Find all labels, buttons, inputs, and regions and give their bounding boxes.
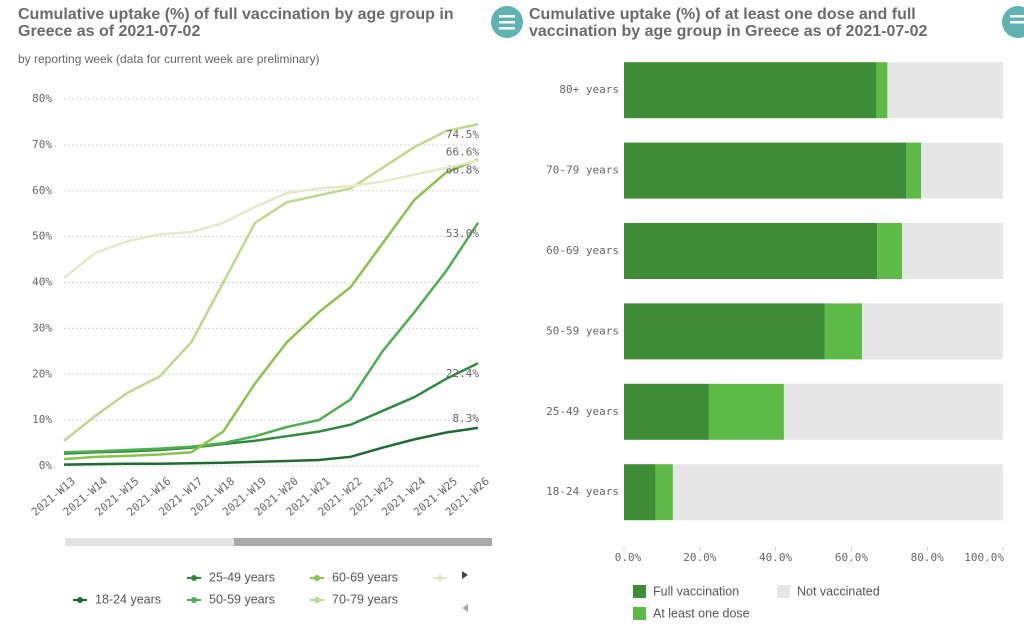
- bar-segment: [624, 62, 877, 119]
- bar-segment: [906, 142, 922, 199]
- menu-button[interactable]: [491, 6, 523, 38]
- bar-segment: [887, 62, 1003, 119]
- series-line: [63, 222, 480, 454]
- bar-segment: [624, 303, 825, 360]
- bar-segment: [624, 464, 656, 521]
- x-tick-label: 100.0%: [964, 551, 1004, 564]
- bar-segment: [624, 383, 709, 440]
- legend-label: At least one dose: [653, 606, 750, 620]
- series-line: [63, 158, 479, 461]
- bar-segment: [624, 223, 878, 279]
- data-label: 66.6%: [446, 145, 479, 158]
- legend-swatch: [437, 575, 443, 581]
- legend-swatch: [633, 585, 646, 598]
- legend-label: 25-49 years: [209, 570, 275, 584]
- y-tick-label: 30%: [32, 321, 52, 334]
- x-tick-label: 20.0%: [683, 551, 716, 564]
- legend-swatch: [191, 597, 197, 603]
- y-tick-label: 70%: [32, 138, 52, 151]
- y-tick-label: 50%: [32, 230, 52, 243]
- chart-title: Cumulative uptake (%) of at least one do…: [529, 6, 928, 40]
- legend-next[interactable]: [462, 571, 468, 579]
- legend-label: 60-69 years: [332, 570, 398, 584]
- y-tick-label: 60%: [32, 184, 52, 197]
- chart-subtitle: by reporting week (data for current week…: [18, 52, 320, 66]
- x-tick-label: 60.0%: [835, 551, 868, 564]
- legend-label: 50-59 years: [209, 592, 275, 606]
- bar-segment: [672, 464, 1003, 521]
- y-tick-label: 80%: [32, 92, 52, 105]
- data-label: 53.0%: [446, 227, 479, 240]
- series-line: [63, 362, 479, 455]
- y-tick-label: 50-59 years: [546, 324, 619, 337]
- legend-prev[interactable]: [462, 604, 468, 612]
- bar-segment: [655, 464, 673, 521]
- x-tick-label: 40.0%: [759, 551, 792, 564]
- x-tick-label: 0.0%: [615, 551, 642, 564]
- y-tick-label: 18-24 years: [546, 485, 619, 498]
- x-tick-label: 80.0%: [911, 551, 944, 564]
- legend-swatch: [633, 607, 646, 620]
- y-tick-label: 60-69 years: [546, 244, 619, 257]
- legend-swatch: [77, 597, 83, 603]
- series-line: [63, 426, 479, 466]
- y-tick-label: 40%: [32, 276, 52, 289]
- series-line: [63, 123, 479, 442]
- legend-swatch: [314, 597, 320, 603]
- y-tick-label: 80+ years: [559, 83, 619, 96]
- y-tick-label: 20%: [32, 367, 52, 380]
- bar-segment: [877, 223, 903, 279]
- bar-segment: [624, 142, 907, 199]
- bar-segment: [783, 383, 1003, 440]
- bar-segment: [708, 383, 784, 440]
- legend-swatch: [191, 575, 197, 581]
- bar-segment: [902, 223, 1003, 279]
- bar-segment: [862, 303, 1003, 360]
- y-tick-label: 25-49 years: [546, 405, 619, 418]
- legend: 18-24 years 25-49 years 50-59 years 60-69 y…: [73, 570, 447, 606]
- legend-label: 18-24 years: [95, 592, 161, 606]
- chart-title: Cumulative uptake (%) of full vaccinatio…: [18, 6, 454, 40]
- legend-swatch: [777, 585, 790, 598]
- legend-label: Full vaccination: [653, 584, 739, 598]
- legend-swatch: [314, 575, 320, 581]
- data-label: 74.5%: [446, 128, 479, 141]
- bar-segment: [824, 303, 863, 360]
- data-label: 8.3%: [453, 412, 480, 425]
- legend-label: Not vaccinated: [797, 584, 880, 598]
- bar-segment: [921, 142, 1003, 199]
- bar-segment: [876, 62, 888, 119]
- menu-button[interactable]: [1002, 6, 1024, 38]
- legend-label: 70-79 years: [332, 592, 398, 606]
- series-line: [63, 159, 479, 279]
- y-tick-label: 10%: [32, 413, 52, 426]
- scrollbar-thumb[interactable]: [234, 538, 492, 546]
- y-tick-label: 70-79 years: [546, 164, 619, 177]
- y-tick-label: 0%: [39, 459, 53, 472]
- data-label: 22.4%: [446, 367, 479, 380]
